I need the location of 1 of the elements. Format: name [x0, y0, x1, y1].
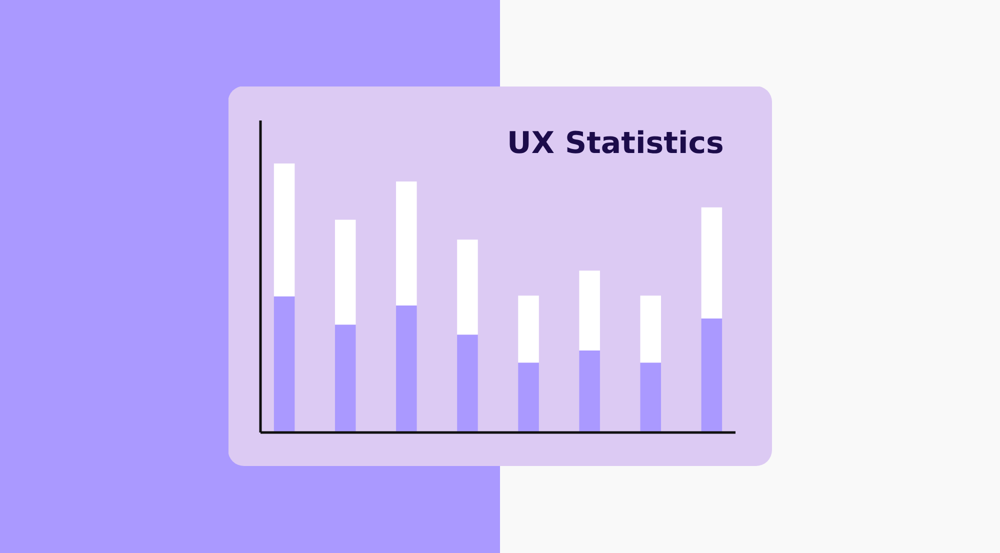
chart-title: UX Statistics [507, 126, 724, 161]
